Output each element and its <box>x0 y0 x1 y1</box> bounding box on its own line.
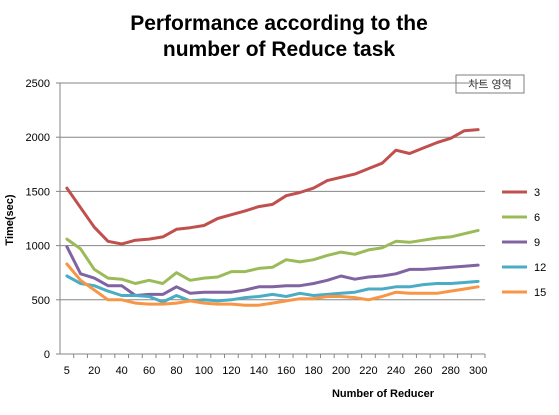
x-tick-label: 5 <box>64 365 70 377</box>
legend-label-15: 15 <box>534 287 546 299</box>
series-line-9 <box>65 245 480 297</box>
y-axis-label: Time(sec) <box>4 194 16 245</box>
x-tick-label: 220 <box>359 365 377 377</box>
series-line-3 <box>65 128 480 246</box>
legend-label-6: 6 <box>534 212 540 224</box>
legend-label-3: 3 <box>534 187 540 199</box>
y-tick-label: 0 <box>44 349 50 361</box>
x-tick-label: 280 <box>442 365 460 377</box>
grid-lines <box>60 82 485 301</box>
x-tick-label: 240 <box>387 365 405 377</box>
y-tick-label: 1000 <box>26 241 50 253</box>
x-tick-label: 120 <box>222 365 240 377</box>
x-tick-labels: 5 20 40 60 80 100 120 140 160 180 200 220 240 260 280 3… <box>64 354 487 377</box>
chart-title: Performance according to the number of R… <box>130 12 428 61</box>
chart-title-line-1: Performance according to the <box>130 12 428 35</box>
legend: 3 6 9 12 15 <box>502 187 546 299</box>
y-tick-label: 500 <box>32 295 50 307</box>
y-tick-labels: 0 500 1000 1500 2000 2500 <box>26 78 60 361</box>
chart-area-badge-box <box>455 74 525 94</box>
legend-label-12: 12 <box>534 262 546 274</box>
x-tick-label: 200 <box>332 365 350 377</box>
x-tick-label: 180 <box>304 365 322 377</box>
x-tick-label: 20 <box>88 365 100 377</box>
x-tick-label: 40 <box>116 365 128 377</box>
x-axis-label: Number of Reducer <box>332 388 435 400</box>
x-tick-label: 160 <box>277 365 295 377</box>
series-lines <box>65 128 480 307</box>
legend-label-9: 9 <box>534 237 540 249</box>
x-tick-label: 60 <box>143 365 155 377</box>
series-line-12 <box>65 274 480 304</box>
x-tick-label: 260 <box>414 365 432 377</box>
series-line-6 <box>65 228 480 285</box>
x-tick-label: 100 <box>195 365 213 377</box>
y-tick-label: 2500 <box>26 78 50 90</box>
x-tick-label: 140 <box>250 365 268 377</box>
x-tick-label: 300 <box>469 365 487 377</box>
chart-area-badge-label: 차트 영역 <box>468 78 512 91</box>
x-tick-label: 80 <box>170 365 182 377</box>
series-line-15 <box>65 262 480 307</box>
y-tick-label: 1500 <box>26 186 50 198</box>
y-tick-label: 2000 <box>26 132 50 144</box>
chart-area-badge: 차트 영역 <box>455 74 525 94</box>
axes <box>59 83 485 355</box>
chart-title-line-2: number of Reduce task <box>163 38 396 61</box>
